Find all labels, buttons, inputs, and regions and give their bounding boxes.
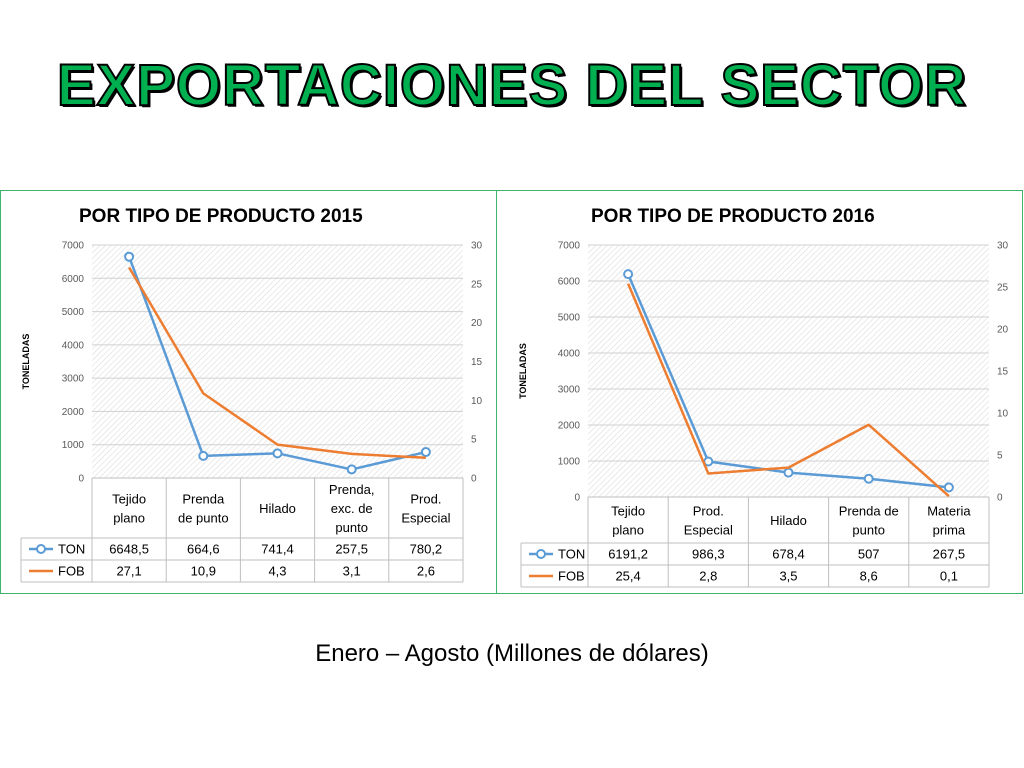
data-cell: 25,4 [615,569,640,584]
category-label: Prenda [182,492,225,507]
category-label: Especial [401,511,450,526]
y-axis-label: TONELADAS [21,334,31,390]
y-tick-label: 3000 [558,385,581,396]
y2-tick-label: 25 [997,283,1009,294]
category-label: Prenda, [329,482,375,497]
footer-note: Enero – Agosto (Millones de dólares) [315,640,709,667]
legend-marker [36,544,46,554]
ton-data-point [198,450,209,461]
y2-tick-label: 10 [471,396,483,407]
data-cell: 3,5 [779,569,797,584]
y-tick-label: 1000 [558,457,581,468]
main-title: EXPORTACIONES DEL SECTOR [56,52,968,119]
fob-series-line [128,266,426,460]
ton-data-point [272,448,283,459]
data-cell: 986,3 [692,547,725,562]
y2-tick-label: 0 [997,493,1003,504]
y-tick-label: 2000 [558,421,581,432]
ton-data-point [124,251,135,262]
y-tick-label: 4000 [558,349,581,360]
ton-data-point [783,467,794,478]
y-tick-label: 7000 [62,241,85,252]
y2-tick-label: 15 [471,357,483,368]
legend-marker [536,549,546,559]
legend-label: FOB [58,564,85,579]
category-label: exc. de [331,501,373,516]
category-label: de punto [178,511,229,526]
category-label: plano [113,511,145,526]
y2-tick-label: 25 [471,279,483,290]
category-label: Prod. [693,504,724,519]
category-label: plano [612,523,644,538]
data-cell: 267,5 [933,547,966,562]
ton-data-point [420,447,431,458]
y2-tick-label: 20 [471,318,483,329]
category-label: Prod. [410,492,441,507]
legend-label: FOB [558,569,585,584]
fob-series-line [626,283,950,498]
chart-title: POR TIPO DE PRODUCTO 2015 [79,206,363,227]
y2-tick-label: 15 [997,367,1009,378]
category-label: Materia [927,504,971,519]
y-tick-label: 0 [574,493,580,504]
y-tick-label: 5000 [558,313,581,324]
data-cell: 4,3 [268,564,286,579]
y-tick-label: 5000 [62,307,85,318]
y2-tick-label: 5 [471,435,477,446]
category-label: Tejido [611,504,645,519]
ton-data-point [863,473,874,484]
data-cell: 2,6 [417,564,435,579]
y-tick-label: 6000 [558,277,581,288]
ton-data-point [943,482,954,493]
y2-tick-label: 10 [997,409,1009,420]
data-cell: 507 [858,547,880,562]
legend-label: TON [558,547,585,562]
category-label: punto [852,523,885,538]
data-cell: 8,6 [860,569,878,584]
category-label: Especial [684,523,733,538]
y-axis-label: TONELADAS [518,343,528,399]
y-tick-label: 0 [78,474,84,485]
data-cell: 2,8 [699,569,717,584]
y2-tick-label: 30 [471,241,483,252]
chart-2015: POR TIPO DE PRODUCTO 2015 TONELADAS 0 1000 2… [20,206,483,583]
y2-tick-label: 0 [471,474,477,485]
chart-title: POR TIPO DE PRODUCTO 2016 [591,206,875,227]
data-cell: 3,1 [343,564,361,579]
y-tick-label: 2000 [62,407,85,418]
y-tick-label: 3000 [62,374,85,385]
category-label: Hilado [770,513,807,528]
ton-data-point [623,269,634,280]
ton-data-point [346,464,357,475]
y2-tick-label: 5 [997,451,1003,462]
plot-area [588,245,989,497]
data-cell: 664,6 [187,542,220,557]
data-cell: 678,4 [772,547,805,562]
y2-tick-label: 30 [997,241,1009,252]
data-cell: 741,4 [261,542,294,557]
legend-label: TON [58,542,85,557]
category-label: Prenda de [839,504,899,519]
category-label: prima [933,523,966,538]
chart-panel-2016: POR TIPO DE PRODUCTO 2016 TONELADAS 0 1000 2… [496,190,1023,594]
plot-area [92,245,463,478]
data-cell: 10,9 [191,564,216,579]
category-label: Hilado [259,501,296,516]
data-cell: 27,1 [116,564,141,579]
category-label: Tejido [112,492,146,507]
data-cell: 6191,2 [608,547,648,562]
y-tick-label: 7000 [558,241,581,252]
y-tick-label: 6000 [62,274,85,285]
y-tick-label: 4000 [62,340,85,351]
data-cell: 0,1 [940,569,958,584]
data-cell: 780,2 [410,542,443,557]
chart-2016: POR TIPO DE PRODUCTO 2016 TONELADAS 0 1000 2… [518,206,1009,588]
y2-tick-label: 20 [997,325,1009,336]
data-cell: 257,5 [335,542,368,557]
y-tick-label: 1000 [62,440,85,451]
category-label: punto [335,520,368,535]
chart-panel-2015: POR TIPO DE PRODUCTO 2015 TONELADAS 0 1000 2… [0,190,497,594]
data-cell: 6648,5 [109,542,149,557]
